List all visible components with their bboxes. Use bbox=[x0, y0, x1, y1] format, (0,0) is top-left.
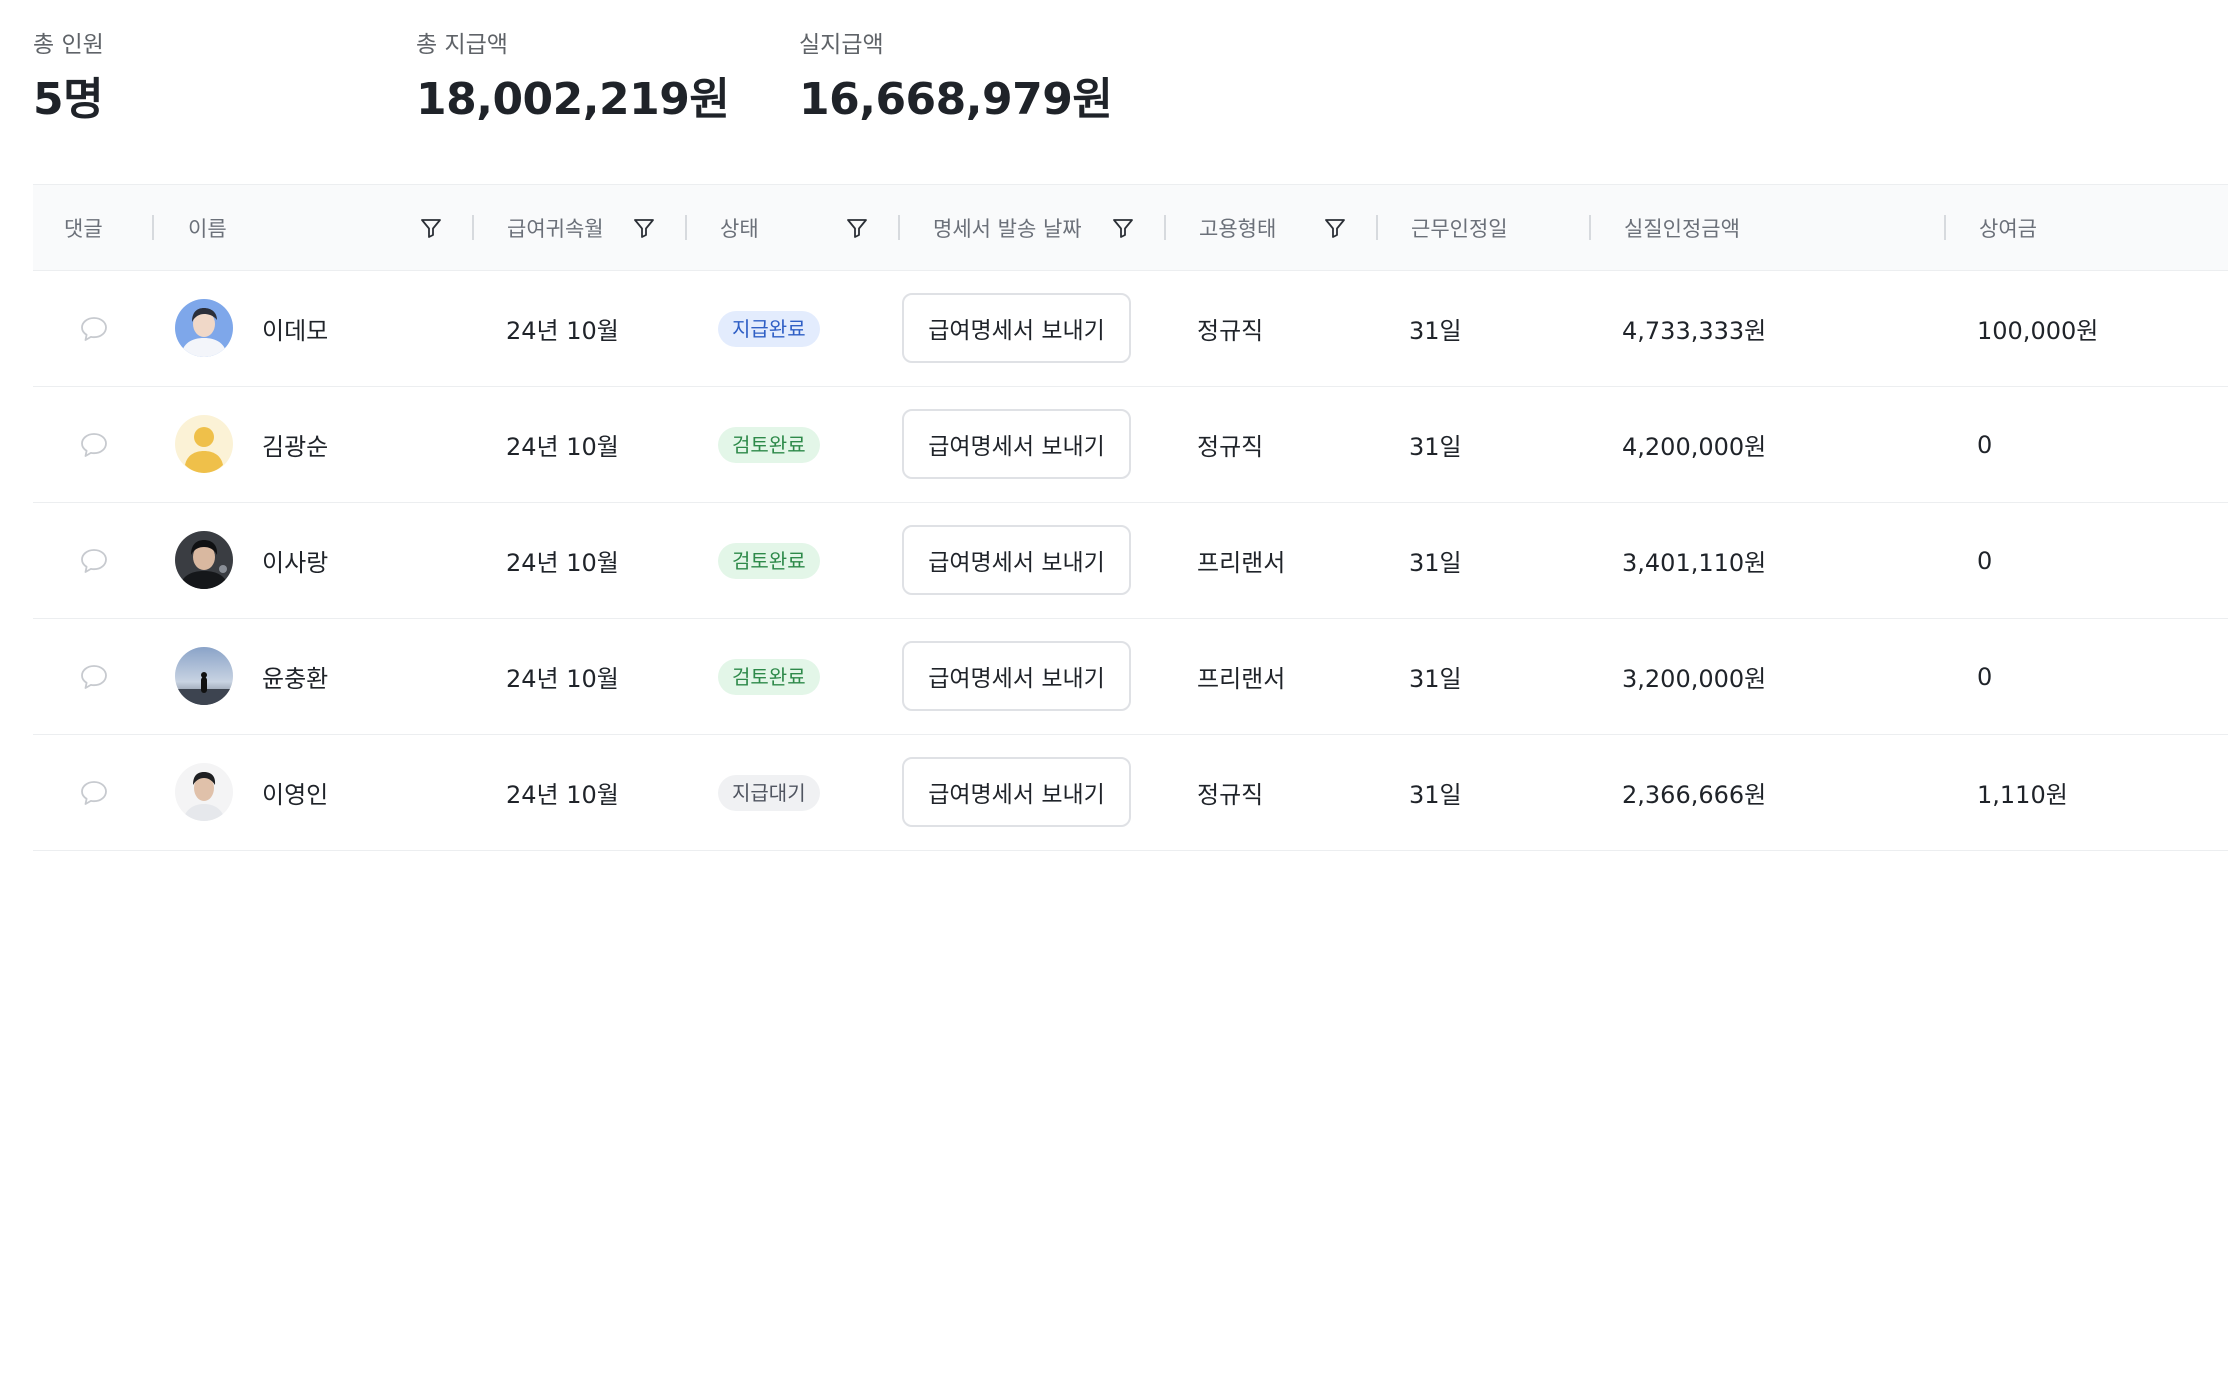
header-real-amount: 실질인정금액 bbox=[1624, 216, 1740, 241]
table-row[interactable]: 김광순 24년 10월 검토완료 급여명세서 보내기 정규직 31일 4,200… bbox=[33, 387, 2228, 503]
header-name: 이름 bbox=[188, 216, 227, 241]
bonus-amount: 100,000원 bbox=[1977, 317, 2099, 345]
comment-icon[interactable] bbox=[79, 547, 109, 575]
employment-filter-icon[interactable] bbox=[1323, 216, 1347, 240]
avatar bbox=[175, 415, 233, 473]
table-row[interactable]: 이데모 24년 10월 지급완료 급여명세서 보내기 정규직 31일 4,733… bbox=[33, 271, 2228, 387]
send-payslip-button[interactable]: 급여명세서 보내기 bbox=[902, 641, 1131, 711]
stat-net-pay-value: 16,668,979원 bbox=[799, 74, 1113, 125]
send-payslip-button[interactable]: 급여명세서 보내기 bbox=[902, 757, 1131, 827]
stat-total-pay: 총 지급액 18,002,219원 bbox=[416, 30, 730, 128]
sent-date-filter-icon[interactable] bbox=[1111, 216, 1135, 240]
header-work-days: 근무인정일 bbox=[1411, 216, 1508, 241]
comment-icon[interactable] bbox=[79, 779, 109, 807]
header-sent-date: 명세서 발송 날짜 bbox=[933, 216, 1082, 241]
status-cell: 지급대기 bbox=[718, 735, 820, 850]
comment-icon[interactable] bbox=[79, 663, 109, 691]
status-cell: 검토완료 bbox=[718, 619, 820, 734]
stat-headcount-value: 5명 bbox=[33, 74, 104, 125]
pay-month: 24년 10월 bbox=[506, 549, 619, 577]
pay-month: 24년 10월 bbox=[506, 665, 619, 693]
work-days: 31일 bbox=[1409, 317, 1462, 345]
status-cell: 검토완료 bbox=[718, 503, 820, 618]
status-badge: 검토완료 bbox=[718, 658, 820, 695]
status-badge: 검토완료 bbox=[718, 426, 820, 463]
table-row[interactable]: 윤충환 24년 10월 검토완료 급여명세서 보내기 프리랜서 31일 3,20… bbox=[33, 619, 2228, 735]
employee-name[interactable]: 이영인 bbox=[262, 781, 329, 809]
employment-type: 정규직 bbox=[1197, 317, 1264, 345]
table-row[interactable]: 이영인 24년 10월 지급대기 급여명세서 보내기 정규직 31일 2,366… bbox=[33, 735, 2228, 851]
avatar bbox=[175, 531, 233, 589]
stat-total-pay-label: 총 지급액 bbox=[416, 32, 508, 58]
status-cell: 검토완료 bbox=[718, 387, 820, 502]
employee-name[interactable]: 이데모 bbox=[262, 317, 329, 345]
work-days: 31일 bbox=[1409, 549, 1462, 577]
send-payslip-button[interactable]: 급여명세서 보내기 bbox=[902, 525, 1131, 595]
header-comment: 댓글 bbox=[64, 216, 103, 241]
header-employment: 고용형태 bbox=[1199, 216, 1277, 241]
work-days: 31일 bbox=[1409, 433, 1462, 461]
name-filter-icon[interactable] bbox=[419, 216, 443, 240]
stat-net-pay: 실지급액 16,668,979원 bbox=[799, 30, 1113, 128]
bonus-amount: 1,110원 bbox=[1977, 781, 2068, 809]
status-badge: 지급완료 bbox=[718, 310, 820, 347]
avatar bbox=[175, 763, 233, 821]
employee-name[interactable]: 김광순 bbox=[262, 433, 329, 461]
employment-type: 프리랜서 bbox=[1197, 665, 1286, 693]
pay-month: 24년 10월 bbox=[506, 433, 619, 461]
stat-headcount: 총 인원 5명 bbox=[33, 30, 104, 128]
column-resize-handle[interactable] bbox=[685, 215, 687, 240]
employment-type: 정규직 bbox=[1197, 433, 1264, 461]
send-payslip-button[interactable]: 급여명세서 보내기 bbox=[902, 409, 1131, 479]
column-resize-handle[interactable] bbox=[898, 215, 900, 240]
send-payslip-button[interactable]: 급여명세서 보내기 bbox=[902, 293, 1131, 363]
table-body: 이데모 24년 10월 지급완료 급여명세서 보내기 정규직 31일 4,733… bbox=[33, 271, 2228, 851]
table-header: 댓글 이름 급여귀속월 상태 명세서 발송 날짜 고용형태 근무인정일 실질인정… bbox=[33, 184, 2228, 271]
table-row[interactable]: 이사랑 24년 10월 검토완료 급여명세서 보내기 프리랜서 31일 3,40… bbox=[33, 503, 2228, 619]
work-days: 31일 bbox=[1409, 665, 1462, 693]
header-pay-month: 급여귀속월 bbox=[507, 216, 604, 241]
pay-month: 24년 10월 bbox=[506, 317, 619, 345]
comment-icon[interactable] bbox=[79, 315, 109, 343]
column-resize-handle[interactable] bbox=[472, 215, 474, 240]
status-cell: 지급완료 bbox=[718, 271, 820, 386]
pay-month: 24년 10월 bbox=[506, 781, 619, 809]
header-status: 상태 bbox=[720, 216, 759, 241]
header-bonus: 상여금 bbox=[1979, 216, 2037, 241]
real-amount: 3,401,110원 bbox=[1622, 549, 1767, 577]
column-resize-handle[interactable] bbox=[152, 215, 154, 240]
employee-name[interactable]: 이사랑 bbox=[262, 549, 329, 577]
status-filter-icon[interactable] bbox=[845, 216, 869, 240]
pay-month-filter-icon[interactable] bbox=[632, 216, 656, 240]
employment-type: 프리랜서 bbox=[1197, 549, 1286, 577]
real-amount: 2,366,666원 bbox=[1622, 781, 1767, 809]
payroll-table: 댓글 이름 급여귀속월 상태 명세서 발송 날짜 고용형태 근무인정일 실질인정… bbox=[33, 184, 2228, 851]
column-resize-handle[interactable] bbox=[1589, 215, 1591, 240]
employment-type: 정규직 bbox=[1197, 781, 1264, 809]
work-days: 31일 bbox=[1409, 781, 1462, 809]
real-amount: 3,200,000원 bbox=[1622, 665, 1767, 693]
stat-headcount-label: 총 인원 bbox=[33, 32, 104, 58]
bonus-amount: 0 bbox=[1977, 430, 1993, 459]
stat-net-pay-label: 실지급액 bbox=[799, 32, 884, 58]
stat-total-pay-value: 18,002,219원 bbox=[416, 74, 730, 125]
status-badge: 검토완료 bbox=[718, 542, 820, 579]
avatar bbox=[175, 647, 233, 705]
status-badge: 지급대기 bbox=[718, 774, 820, 811]
column-resize-handle[interactable] bbox=[1164, 215, 1166, 240]
column-resize-handle[interactable] bbox=[1944, 215, 1946, 240]
avatar bbox=[175, 299, 233, 357]
real-amount: 4,200,000원 bbox=[1622, 433, 1767, 461]
employee-name[interactable]: 윤충환 bbox=[262, 665, 329, 693]
bonus-amount: 0 bbox=[1977, 546, 1993, 575]
comment-icon[interactable] bbox=[79, 431, 109, 459]
column-resize-handle[interactable] bbox=[1376, 215, 1378, 240]
bonus-amount: 0 bbox=[1977, 662, 1993, 691]
real-amount: 4,733,333원 bbox=[1622, 317, 1767, 345]
